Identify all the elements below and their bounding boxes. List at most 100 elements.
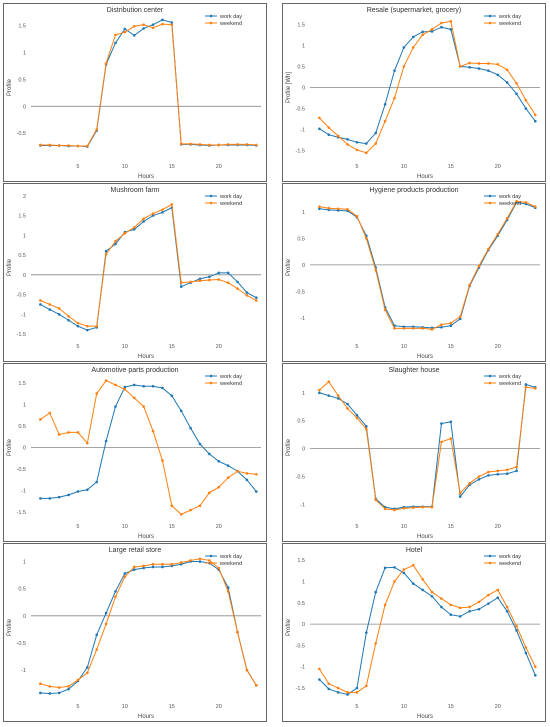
data-point [226,586,230,589]
y-axis-label: Profile [286,258,292,276]
chart-svg: Resale (supermarket, grocery) -1.5 -1 -0.5 0… [282,3,546,182]
data-point [402,46,406,49]
data-point [39,143,42,147]
chart-svg: Large retail store-1-0.500.515 10 15 20Hour… [3,543,267,722]
data-point [86,488,89,492]
data-point [179,142,183,146]
data-point [57,144,61,147]
y-tick-label: 0 [302,263,305,269]
data-point [39,691,42,695]
y-tick-label: 0.5 [297,419,305,425]
data-point [440,440,443,444]
data-point [95,648,99,651]
data-point [505,68,509,72]
data-point [39,299,42,302]
legend-marker [488,561,492,565]
data-point [67,687,70,691]
data-point [524,646,528,649]
data-point [142,405,145,408]
x-tick-label: 15 [169,524,175,530]
x-tick-label: 10 [122,704,128,710]
data-point [515,92,518,96]
data-point [255,472,258,476]
x-tick-label: 10 [401,344,407,350]
x-tick-label: 20 [216,344,222,350]
x-axis-label: Hours [138,534,154,540]
data-point [57,313,61,316]
data-point [245,478,249,482]
data-point [245,294,249,297]
legend-marker [488,554,492,558]
data-point [179,561,183,564]
chart-frame [282,3,546,182]
legend-label: work day [498,194,521,200]
data-point [142,220,145,223]
data-point [430,30,434,33]
data-point [76,490,80,493]
data-point [524,385,528,389]
data-point [393,96,396,100]
data-point [393,566,396,569]
data-point [217,485,221,489]
data-point [355,148,359,152]
data-point [318,391,321,395]
chart-title: Mushroom farm [110,187,159,194]
chart-panel-7: Large retail store -1 -0.5 0 0.5 1 5 10 15 20 Hour… [3,543,267,722]
data-point [421,33,424,37]
data-point [487,593,490,597]
data-point [132,383,136,387]
data-point [402,327,406,330]
data-point [86,441,89,445]
data-point [208,275,211,279]
data-point [505,468,509,472]
legend-marker [209,374,213,378]
data-point [198,277,202,281]
data-point [477,67,481,70]
x-axis-label: Hours [417,714,433,720]
data-point [179,409,183,413]
data-point [179,285,183,288]
y-tick-label: -0.5 [296,643,305,649]
data-point [39,682,42,686]
legend-marker [488,194,492,198]
y-axis-label: Profile [Wh] [286,72,292,103]
y-axis-label: Profile [7,78,13,96]
data-point [487,470,490,474]
data-point [515,469,518,473]
data-point [236,143,239,146]
data-point [170,23,174,26]
data-point [198,504,202,508]
data-point [515,81,518,85]
data-point [236,280,239,284]
data-point [132,568,136,571]
x-tick-label: 10 [122,524,128,530]
data-point [327,380,331,383]
data-point [142,27,145,30]
data-point [355,214,359,218]
legend-label: weekend [498,561,521,567]
data-point [48,692,52,695]
y-tick-label: 0.5 [18,587,26,593]
data-point [95,128,99,131]
data-point [524,383,528,386]
data-point [534,665,537,669]
chart-svg: Distribution center -0.5 0 0.5 1 1.5 5 10 15 20 Ho… [3,3,267,182]
data-point [217,271,221,275]
data-point [142,564,145,568]
data-point [189,142,192,146]
data-point [496,63,500,66]
legend-marker [488,21,492,25]
chart-svg: Hotel -1.5 -1 -0.5 0 0.5 1 1.5 5 10 15 20 Hours Profi… [282,543,546,722]
data-point [468,65,471,69]
chart-frame [282,543,546,722]
y-axis-label: Profile [286,618,292,636]
data-point [48,411,52,415]
data-point [161,459,164,462]
data-point [383,566,387,570]
data-point [336,686,340,690]
series-line-work-day [40,19,257,148]
data-point [236,469,239,473]
data-point [86,671,89,675]
data-point [346,691,349,694]
y-tick-label: -0.5 [296,475,305,481]
